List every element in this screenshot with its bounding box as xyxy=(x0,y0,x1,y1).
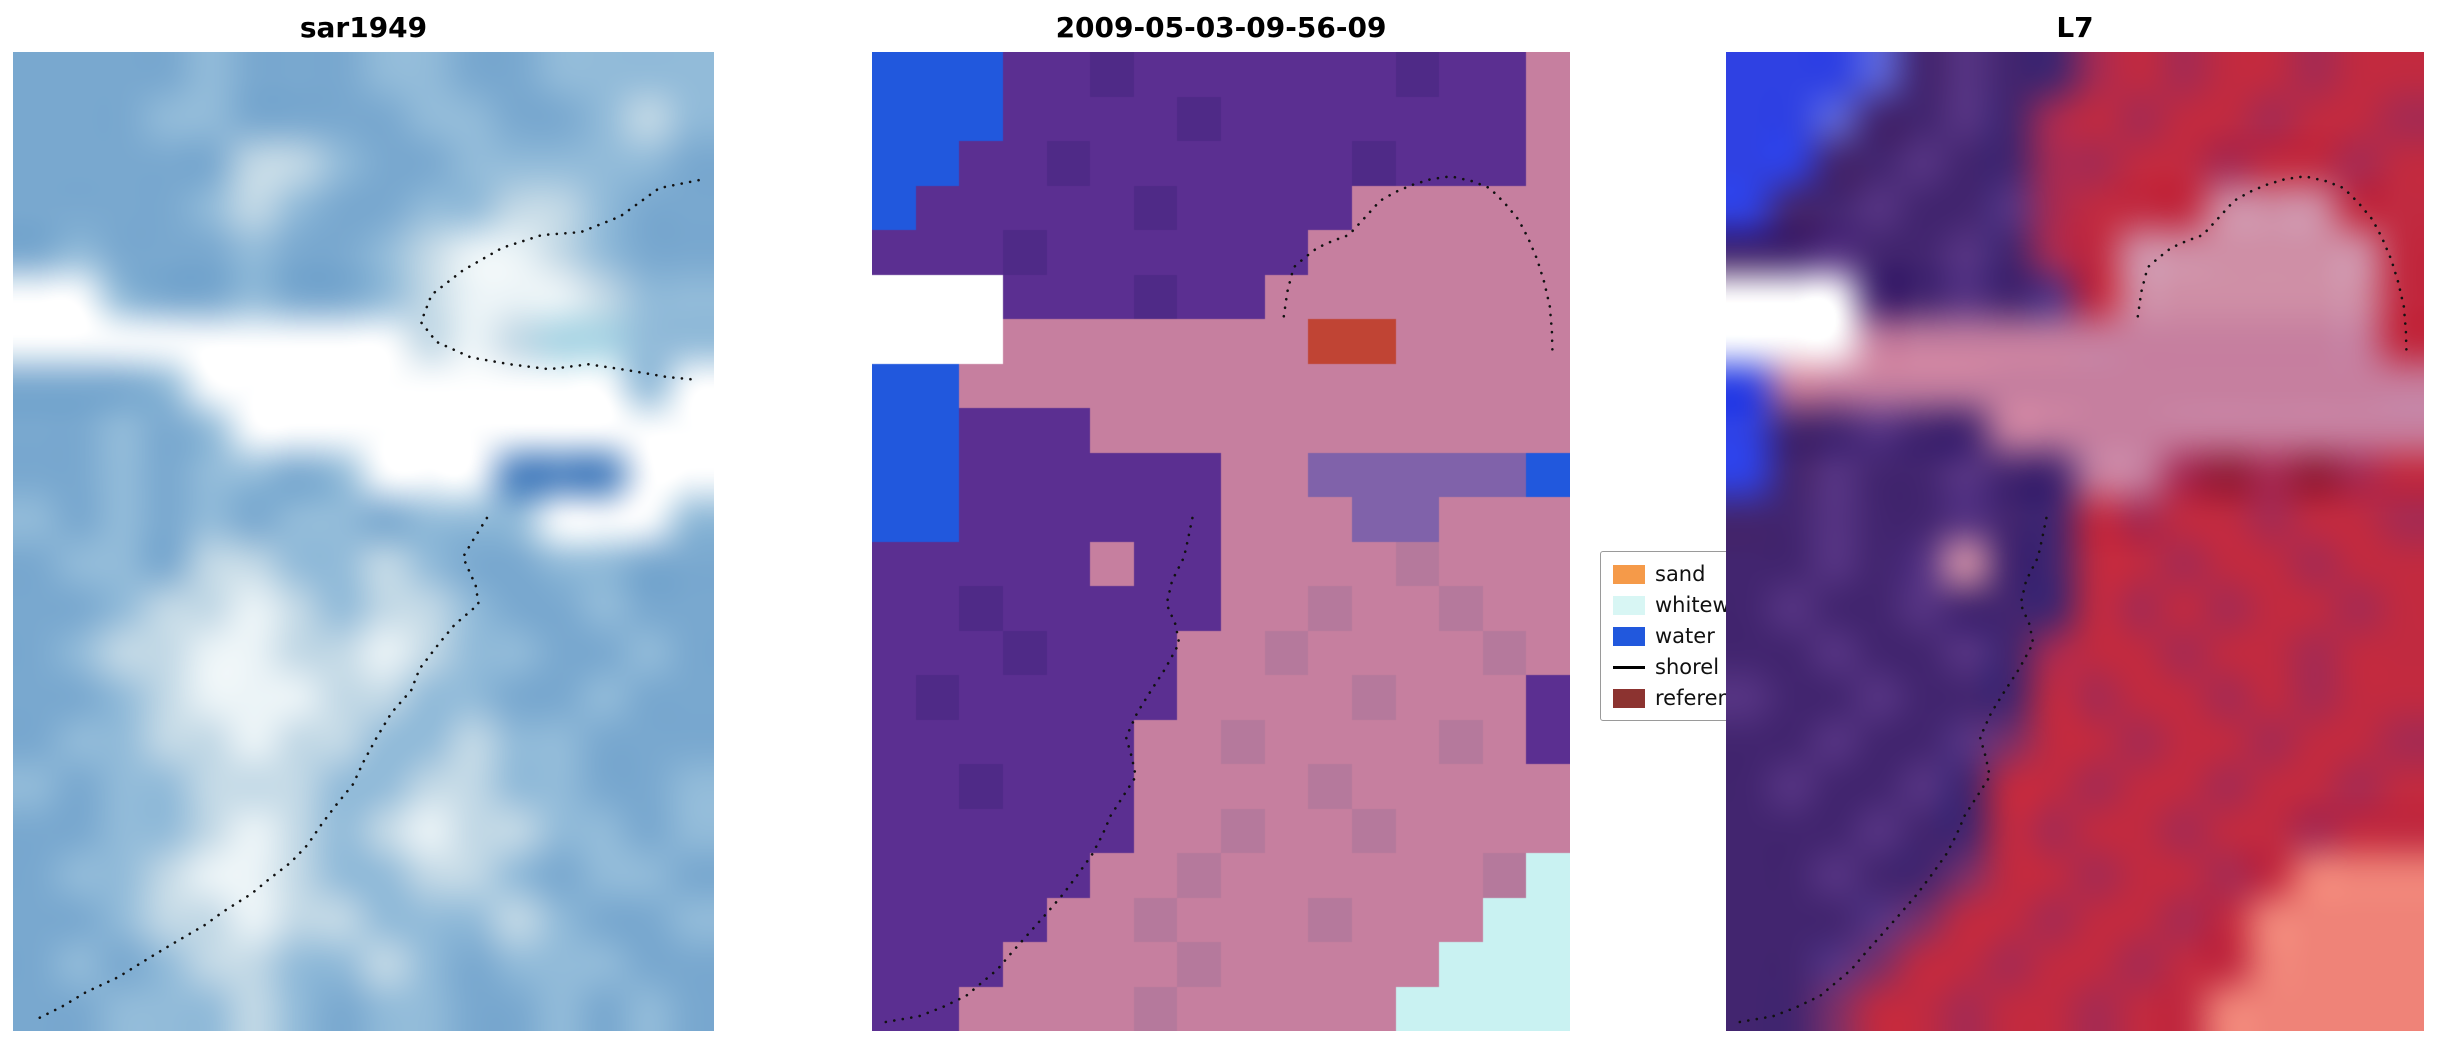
panel-title-l7: L7 xyxy=(2056,11,2094,44)
water-color-swatch xyxy=(1613,626,1645,646)
shoreline-line-swatch xyxy=(1613,658,1645,677)
panel-l7 xyxy=(1726,52,2424,1031)
legend-row-shoreline: shorel xyxy=(1613,655,1863,679)
panel-title-date: 2009-05-03-09-56-09 xyxy=(1055,11,1387,44)
shoreline-overlay-classification xyxy=(883,174,1554,1024)
legend-label-sand: sand xyxy=(1655,562,1706,586)
legend-row-reference: referen xyxy=(1613,686,1863,710)
legend-label-whitewater: whitew xyxy=(1655,593,1730,617)
sar1949-image xyxy=(13,52,714,1031)
shoreline-overlay-sar1949 xyxy=(33,178,700,1022)
panel-title-sar1949: sar1949 xyxy=(299,11,428,44)
legend-row-sand: sand xyxy=(1613,562,1863,586)
whitewater-color-swatch xyxy=(1613,595,1645,615)
sand-color-swatch xyxy=(1613,564,1645,584)
panel-classification xyxy=(872,52,1570,1031)
panel-sar1949 xyxy=(13,52,714,1031)
legend-label-reference: referen xyxy=(1655,686,1731,710)
legend-row-whitewater: whitew xyxy=(1613,593,1863,617)
legend-row-water: water xyxy=(1613,624,1863,648)
shoreline-overlay-l7 xyxy=(1737,174,2408,1024)
reference-color-swatch xyxy=(1613,688,1645,708)
classification-image xyxy=(872,52,1570,1031)
l7-image xyxy=(1726,52,2424,1031)
legend-label-water: water xyxy=(1655,624,1715,648)
legend-label-shoreline: shorel xyxy=(1655,655,1720,679)
